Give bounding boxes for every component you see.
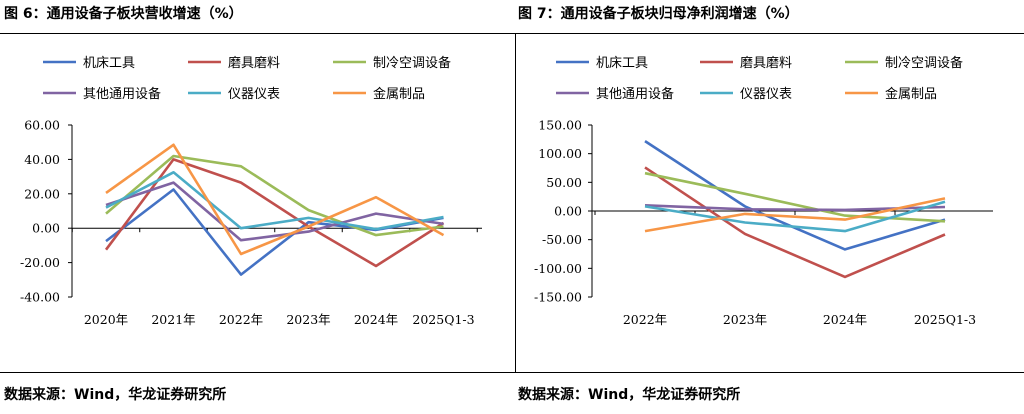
right-y-tick-label: 100.00: [538, 146, 582, 161]
right-series-line-5: [644, 200, 946, 233]
right-series-line-2: [644, 166, 946, 279]
bottom-divider: [0, 372, 1024, 373]
top-divider: [0, 33, 1024, 34]
left-source-note: 数据来源：Wind，华龙证券研究所: [4, 387, 227, 403]
right-x-tick-label: 2024年: [823, 312, 867, 327]
right-legend-label: 仪器仪表: [740, 87, 792, 102]
right-legend-label: 金属制品: [885, 86, 937, 102]
left-y-tick-label: 60.00: [24, 118, 60, 133]
right-y-tick-label: -100.00: [534, 261, 582, 276]
left-legend-label: 其他通用设备: [83, 86, 161, 102]
left-x-tick-label: 2021年: [151, 312, 195, 327]
right-x-tick-label: 2022年: [623, 312, 667, 327]
left-series-line-4: [105, 181, 444, 242]
right-y-tick-label: -50.00: [542, 232, 582, 247]
right-source-note: 数据来源：Wind，华龙证券研究所: [518, 387, 741, 403]
right-legend-label: 制冷空调设备: [885, 55, 963, 71]
right-x-tick-label: 2023年: [723, 312, 767, 327]
left-series-line-3: [105, 154, 444, 237]
right-series-line-3: [644, 171, 946, 223]
right-y-tick-label: -150.00: [534, 290, 582, 305]
left-legend-label: 磨具磨料: [228, 56, 280, 71]
left-x-tick-label: 2020年: [84, 312, 128, 327]
left-legend-label: 金属制品: [373, 86, 425, 102]
left-x-tick-label: 2022年: [219, 312, 263, 327]
left-y-tick-label: 0.00: [32, 221, 60, 236]
left-legend-label: 制冷空调设备: [373, 55, 451, 71]
right-x-tick-label: 2025Q1-3: [914, 312, 976, 327]
right-series-line-1: [644, 140, 946, 251]
left-y-tick-label: 40.00: [24, 152, 60, 167]
left-legend-label: 机床工具: [83, 56, 135, 71]
right-legend-label: 磨具磨料: [740, 56, 792, 71]
left-chart-title: 图 6：通用设备子板块营收增速（%）: [4, 6, 243, 22]
left-legend-label: 仪器仪表: [228, 87, 280, 102]
right-legend-label: 其他通用设备: [596, 86, 674, 102]
left-series-line-6: [105, 143, 445, 256]
right-series-line-6: [644, 197, 946, 233]
right-legend-label: 机床工具: [596, 56, 648, 71]
left-y-tick-label: -40.00: [20, 290, 60, 305]
left-series-line-5: [105, 171, 444, 231]
left-x-tick-label: 2023年: [286, 312, 330, 327]
center-divider: [515, 34, 516, 372]
left-y-tick-label: -20.00: [20, 255, 60, 270]
left-x-tick-label: 2025Q1-3: [412, 312, 474, 327]
right-y-tick-label: 150.00: [538, 118, 582, 133]
left-series-line-2: [104, 158, 445, 268]
left-y-tick-label: 20.00: [24, 186, 60, 201]
right-y-tick-label: 50.00: [546, 175, 582, 190]
right-chart-title: 图 7：通用设备子板块归母净利润增速（%）: [518, 6, 799, 22]
right-y-tick-label: 0.00: [554, 204, 582, 219]
left-x-tick-label: 2024年: [354, 312, 398, 327]
